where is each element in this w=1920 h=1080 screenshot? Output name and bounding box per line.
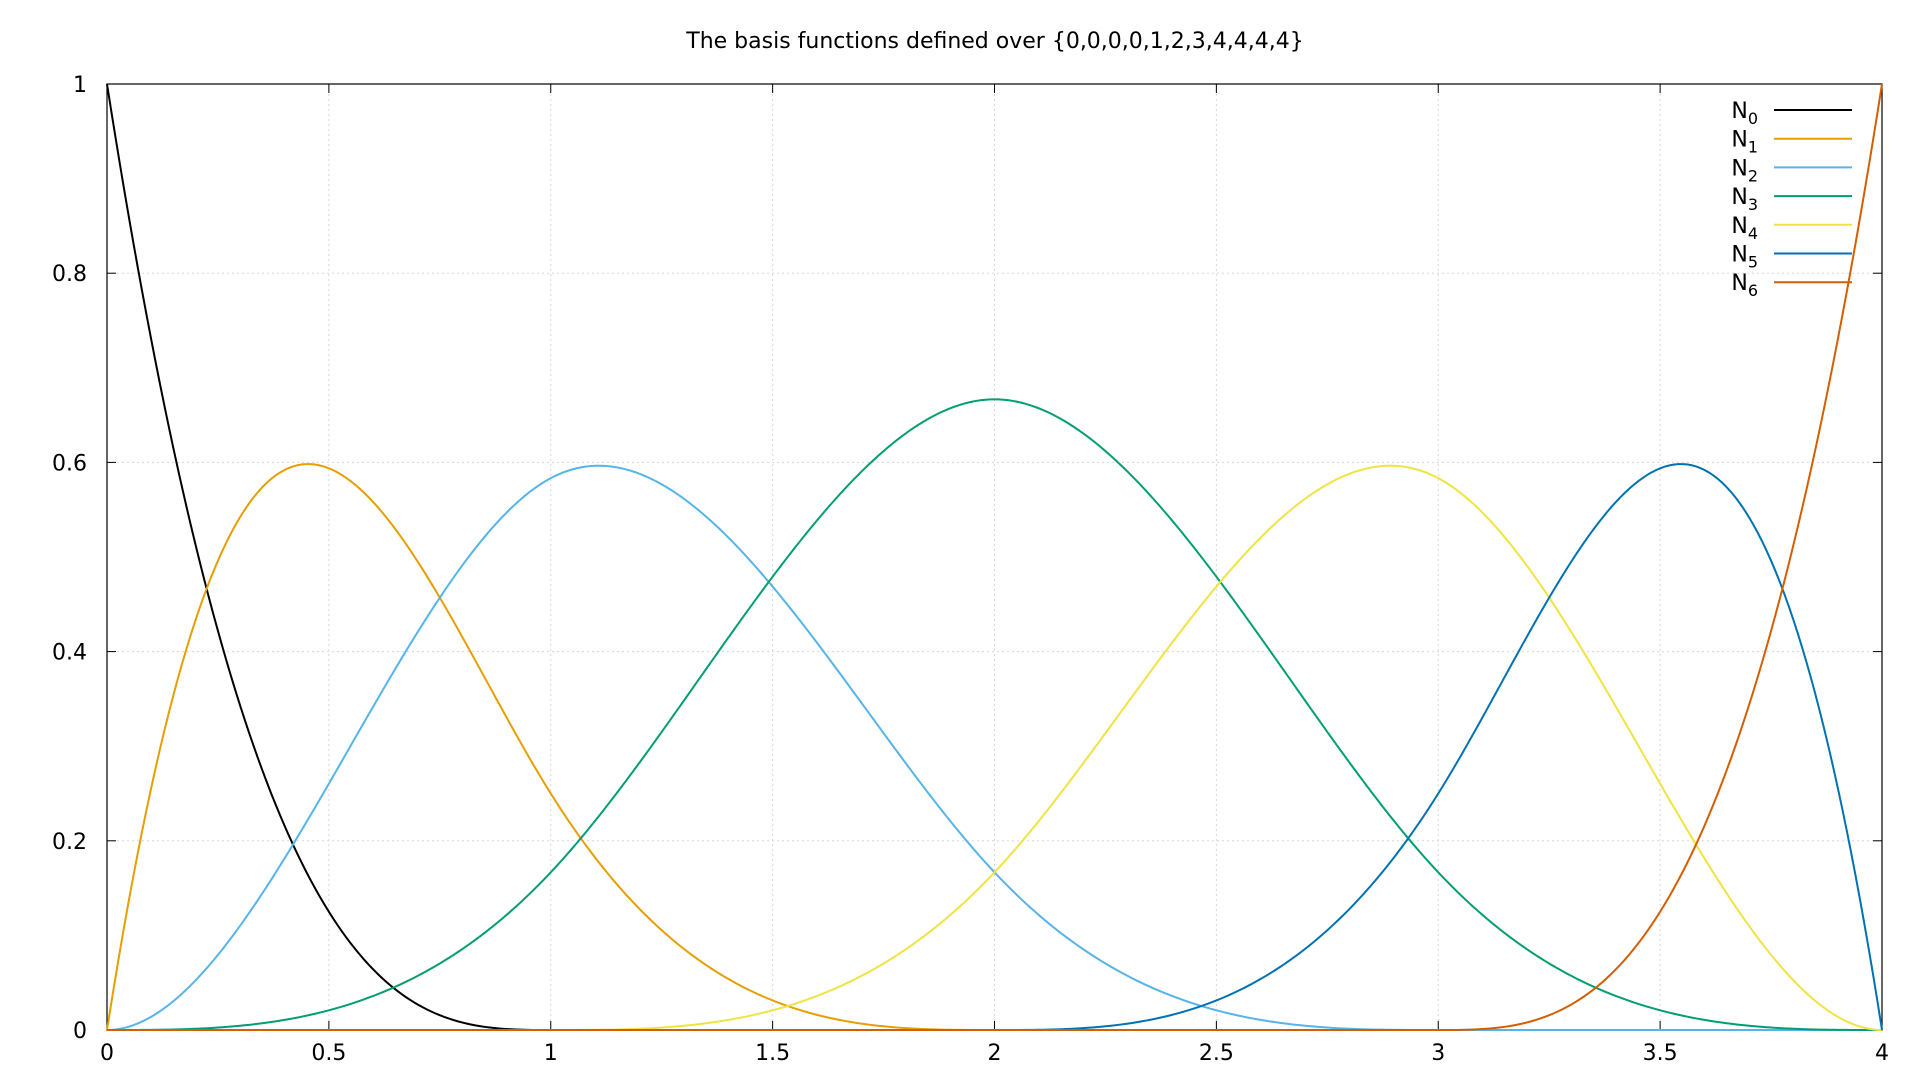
x-tick-label: 0.5 bbox=[311, 1041, 346, 1066]
legend-label-base: N bbox=[1731, 243, 1747, 268]
legend-label-n2: N2 bbox=[1731, 156, 1758, 185]
x-tick-label: 1.5 bbox=[755, 1041, 790, 1066]
y-tick-label: 0.2 bbox=[52, 830, 87, 855]
y-tick-label: 0.6 bbox=[52, 451, 87, 476]
x-tick-label: 3.5 bbox=[1643, 1041, 1678, 1066]
y-tick-label: 0 bbox=[73, 1019, 87, 1044]
legend-label-base: N bbox=[1731, 156, 1747, 181]
legend-label-subscript: 3 bbox=[1748, 195, 1758, 214]
y-tick-label: 0.8 bbox=[52, 262, 87, 287]
legend-label-n3: N3 bbox=[1731, 185, 1758, 214]
legend-label-n0: N0 bbox=[1731, 99, 1758, 128]
legend-label-n1: N1 bbox=[1731, 128, 1758, 157]
grid bbox=[107, 84, 1882, 1030]
legend-label-subscript: 4 bbox=[1748, 224, 1758, 243]
x-tick-label: 4 bbox=[1875, 1041, 1889, 1066]
x-tick-label: 2.5 bbox=[1199, 1041, 1234, 1066]
x-tick-label: 2 bbox=[988, 1041, 1002, 1066]
legend-label-n6: N6 bbox=[1731, 271, 1758, 300]
series-line-n3 bbox=[107, 398, 1882, 1031]
series-line-n6 bbox=[107, 83, 1883, 1031]
legend-label-subscript: 0 bbox=[1748, 109, 1758, 128]
legend-label-base: N bbox=[1731, 271, 1747, 296]
x-tick-label: 3 bbox=[1431, 1041, 1445, 1066]
x-tick-label: 1 bbox=[544, 1041, 558, 1066]
legend-label-n5: N5 bbox=[1731, 243, 1758, 272]
legend-label-subscript: 2 bbox=[1748, 166, 1758, 185]
legend-label-subscript: 5 bbox=[1748, 253, 1758, 272]
legend-label-base: N bbox=[1731, 214, 1747, 239]
legend-label-subscript: 1 bbox=[1748, 138, 1758, 157]
x-tick-label: 0 bbox=[100, 1041, 114, 1066]
chart-title: The basis functions defined over {0,0,0,… bbox=[685, 29, 1303, 54]
axis-ticks: 0 0.5 1 1.5 2 2.5 3 3.5 4 0 0.2 0.4 0.6 0.8 1 bbox=[52, 73, 1889, 1066]
legend-label-base: N bbox=[1731, 128, 1747, 153]
series-lines bbox=[106, 83, 1883, 1031]
legend-label-subscript: 6 bbox=[1748, 281, 1758, 300]
y-tick-label: 1 bbox=[73, 73, 87, 98]
legend-label-n4: N4 bbox=[1731, 214, 1758, 243]
legend-label-base: N bbox=[1731, 185, 1747, 210]
legend-label-base: N bbox=[1731, 99, 1747, 124]
y-tick-label: 0.4 bbox=[52, 641, 87, 666]
